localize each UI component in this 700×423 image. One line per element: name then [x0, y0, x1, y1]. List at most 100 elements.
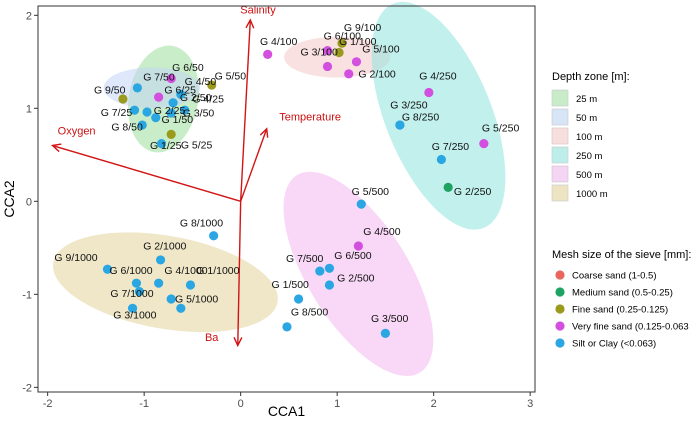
point-g-9-50	[118, 94, 128, 104]
point-g-2-1000	[155, 255, 166, 265]
legend-mesh-silt-or-clay-0-063	[555, 338, 565, 348]
point-g-5-1000	[166, 294, 176, 304]
arrowhead-oxygen	[50, 143, 62, 153]
point-g-9-1000	[102, 264, 113, 274]
point-label-g-7-1000: G 7/1000	[110, 288, 153, 300]
point-g-3-100	[322, 61, 333, 72]
point-label-g-9-100: G 9/100	[344, 22, 382, 34]
legend-mesh-title: Mesh size of the sieve [mm]:	[552, 249, 691, 261]
arrowhead-temperature	[259, 127, 269, 138]
point-g-7-500	[315, 266, 325, 276]
point-label-g-2-500: G 2/500	[337, 272, 375, 284]
y-tick-label: 2	[26, 10, 32, 22]
x-tick-label: 2	[431, 398, 437, 410]
point-label-g-6-1000: G 6/1000	[109, 265, 152, 277]
point-label-g-3-1000: G 3/1000	[113, 310, 156, 322]
point-g-2-100	[344, 69, 354, 79]
sample-labels: G 6/50G 7/50 G 4/50G 5/50G 9/50 G 6/25G 2/…	[54, 22, 519, 325]
point-label-g-4-500: G 4/500	[363, 226, 401, 238]
legend-label-500-m: 500 m	[576, 170, 602, 181]
point-label-g-4-50: G 4/50	[185, 76, 217, 88]
point-g-4-250	[424, 87, 434, 98]
x-tick-label: 3	[527, 398, 533, 410]
point-label-g-1-25: G 1/25	[150, 140, 182, 152]
axes: -2 -1 0 1 2 3 -2 -1 0 1 2	[22, 10, 533, 410]
point-g-6-25	[154, 92, 164, 102]
legend-mesh-label-coarse-sand-1-0-5: Coarse sand (1-0.5)	[572, 271, 656, 282]
arrow-label-temperature: Temperature	[279, 111, 341, 123]
point-label-g-3-500: G 3/500	[371, 313, 409, 325]
x-tick-label: 1	[334, 398, 340, 410]
arrow-label-salinity: Salinity	[240, 4, 276, 16]
point-label-g-6-100: G 6/100	[324, 30, 362, 42]
legend-label-100-m: 100 m	[576, 132, 602, 143]
point-label-g-4-1000: G 4/1000	[164, 265, 207, 277]
point-g-5-25	[166, 129, 176, 139]
point-label-g-3-100: G 3/100	[300, 46, 338, 58]
point-label-g-6-50: G 6/50	[172, 62, 204, 74]
y-tick-label: 1	[26, 103, 32, 115]
point-label-g-5-250: G 5/250	[482, 123, 520, 135]
point-label-g-1-50: G 1/50	[162, 114, 194, 126]
point-g-7-250	[436, 154, 446, 165]
legend-label-1000-m: 1000 m	[576, 189, 608, 200]
point-label-g-8-250: G 8/250	[402, 111, 440, 123]
legend-label-50-m: 50 m	[576, 113, 597, 124]
point-g-3-500	[380, 328, 391, 339]
point-g-4-50	[176, 89, 186, 99]
point-label-g-2-250: G 2/250	[454, 186, 492, 198]
arrow-label-ba: Ba	[205, 332, 219, 344]
plot-frame	[37, 5, 536, 393]
point-label-g-2-100: G 2/100	[358, 69, 396, 81]
point-g-1-500	[293, 294, 304, 304]
arrowhead-ba	[233, 337, 243, 348]
point-label-g-1-500: G 1/500	[272, 279, 310, 291]
ellipse-1000-m	[52, 232, 278, 333]
legend-mesh-label-silt-or-clay-0-063: Silt or Clay (<0.063)	[572, 339, 656, 350]
point-g-3-50	[166, 108, 176, 118]
point-g-6-1000	[131, 278, 142, 288]
point-label-g-9-50: G 9/50	[94, 84, 126, 96]
point-g-8-500	[282, 322, 292, 332]
y-tick-label: -2	[22, 382, 32, 394]
legend-mesh-fine-sand-0-25-0-125	[555, 304, 565, 314]
point-g-8-250	[395, 120, 405, 130]
point-g-6-100	[322, 46, 333, 56]
point-g-4-25	[180, 105, 190, 115]
arrow-oxygen	[52, 144, 241, 202]
point-g-2-250	[443, 182, 453, 192]
point-label-g-5-500: G 5/500	[352, 186, 390, 198]
point-g-8-50	[137, 120, 147, 130]
point-label-g-1-100: G 1/100	[339, 36, 377, 48]
point-label-g-4-100: G 4/100	[260, 36, 298, 48]
point-label-g-2-50: G 2/50	[180, 92, 212, 104]
point-g-2-50	[168, 98, 178, 108]
environment-arrows: Salinity Oxygen Temperature Ba	[50, 4, 341, 348]
point-label-g-5-100: G 5/100	[362, 44, 400, 56]
point-g-1-25	[156, 139, 167, 149]
legend-swatch-500-m	[551, 165, 569, 183]
legend-mesh-very-fine-sand-0-125-0-063	[555, 321, 565, 331]
point-label-g-5-1000: G 5/1000	[175, 294, 218, 306]
legend-label-25-m: 25 m	[576, 94, 597, 105]
ellipse-250-m	[371, 1, 506, 230]
x-tick-label: 0	[238, 398, 244, 410]
legend-swatch-25-m	[551, 89, 569, 107]
legend: Depth zone [m]: 25 m 50 m 100 m 250 m 500 m 10…	[551, 71, 691, 350]
point-g-7-25	[129, 105, 140, 115]
legend-depth-title: Depth zone [m]:	[552, 71, 630, 83]
legend-swatch-250-m	[551, 146, 569, 164]
point-g-5-50	[207, 80, 217, 90]
legend-mesh-medium-sand-0-5-0-25	[555, 287, 565, 297]
point-label-g-2-1000: G 2/1000	[143, 241, 186, 253]
point-g-6-500	[324, 263, 335, 273]
point-label-g-1-1000: G 1/1000	[196, 265, 239, 277]
point-g-4-1000	[154, 278, 164, 288]
point-g-5-500	[356, 199, 366, 209]
point-label-g-5-50: G 5/50	[215, 70, 247, 82]
point-g-5-250	[479, 139, 489, 149]
point-g-2-25	[142, 107, 152, 117]
point-g-5-1000b	[176, 303, 186, 313]
point-label-g-3-50: G 3/50	[183, 108, 215, 120]
arrowhead-salinity	[245, 18, 255, 29]
